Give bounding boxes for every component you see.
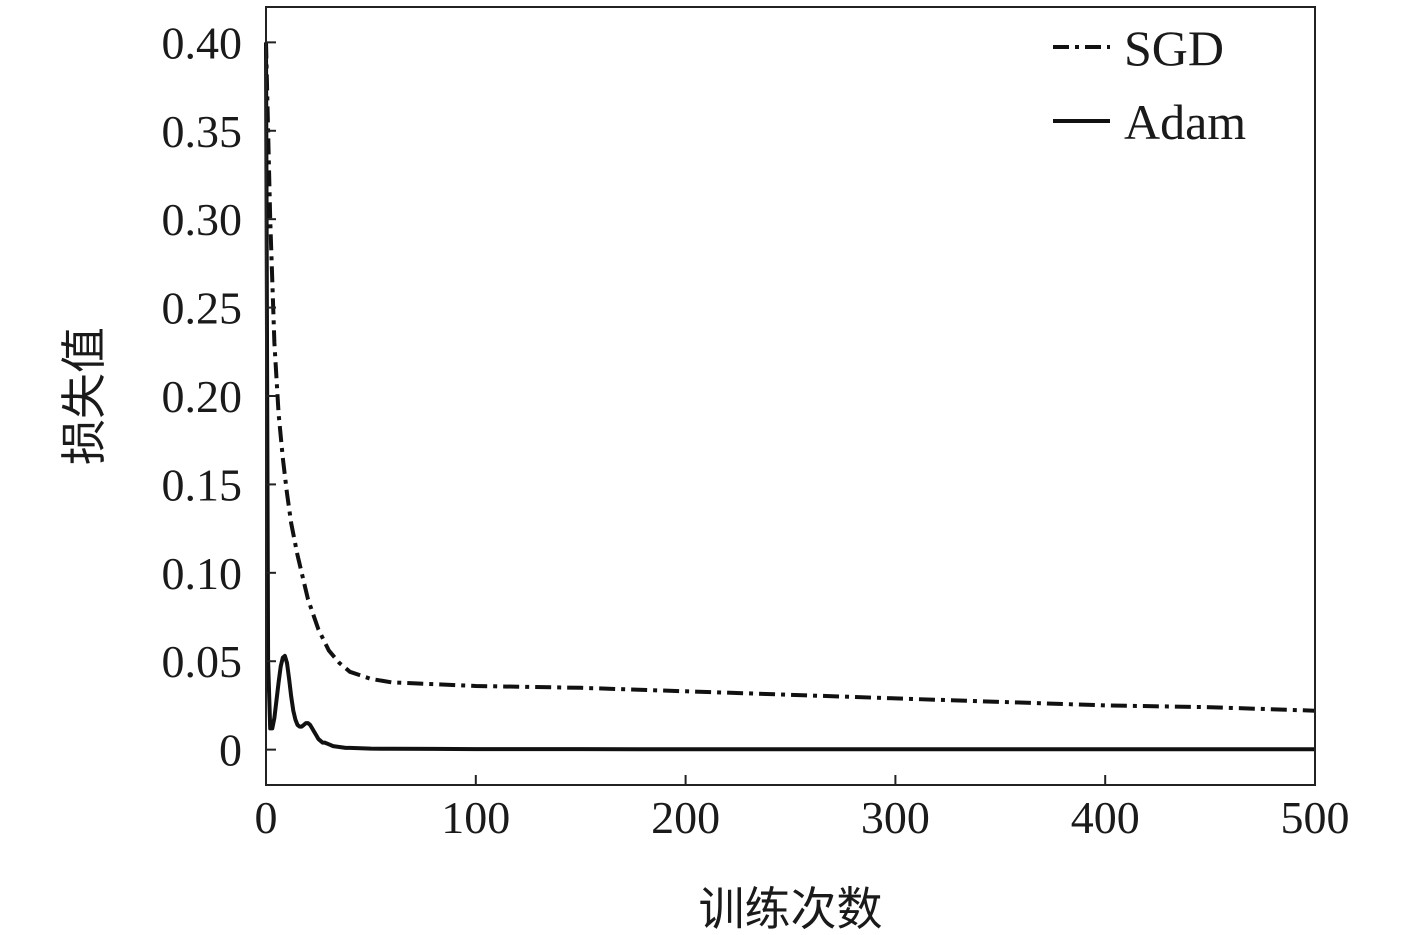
legend-label-sgd: SGD	[1124, 20, 1224, 76]
y-tick-label: 0.30	[162, 194, 243, 245]
y-tick-label: 0.35	[162, 106, 243, 157]
x-axis-title: 训练次数	[699, 882, 883, 935]
x-tick-label: 100	[441, 792, 510, 843]
y-tick-label: 0	[219, 725, 242, 776]
plot-lines	[264, 42, 1316, 752]
y-tick-label: 0.25	[162, 283, 243, 334]
ticks	[265, 41, 1316, 785]
y-tick-label: 0.15	[162, 459, 243, 510]
x-tick-label: 400	[1071, 792, 1140, 843]
legend: SGD Adam	[1053, 20, 1246, 150]
x-tick-label: 0	[255, 792, 278, 843]
series-line-adam	[264, 42, 1315, 752]
y-tick-label: 0.10	[162, 548, 243, 599]
tick-labels: 0 100 200 300 400 500 0 0.05 0.10 0.15 0.20 0.25 0.3…	[162, 17, 1350, 843]
y-tick-label: 0.40	[162, 17, 243, 68]
x-tick-label: 200	[651, 792, 720, 843]
y-tick-label: 0.20	[162, 371, 243, 422]
y-axis-title: 损失值	[57, 327, 111, 465]
legend-label-adam: Adam	[1124, 94, 1246, 150]
y-tick-label: 0.05	[162, 636, 243, 687]
series-line-sgd	[264, 42, 1316, 713]
x-tick-label: 500	[1281, 792, 1350, 843]
x-tick-label: 300	[861, 792, 930, 843]
